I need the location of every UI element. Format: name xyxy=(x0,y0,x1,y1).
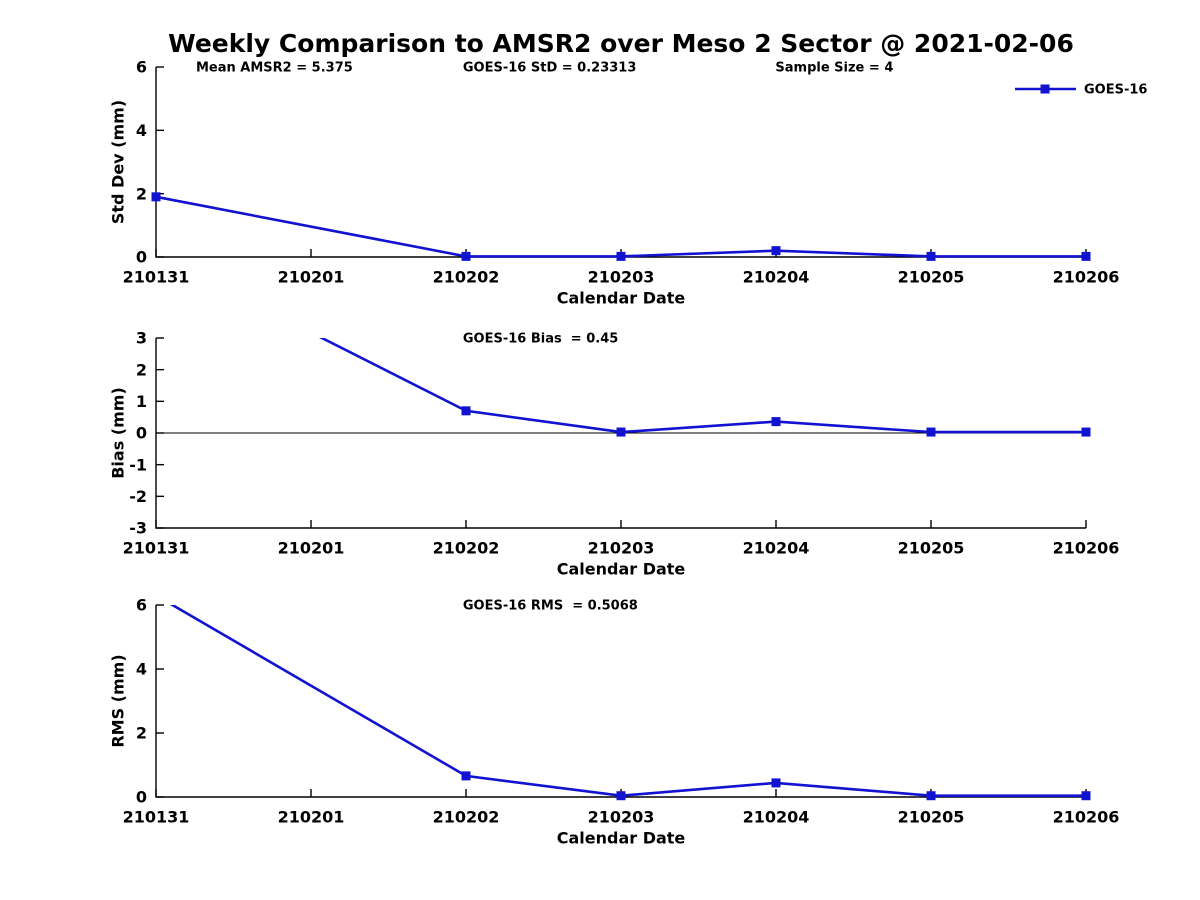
y-tick-label: -2 xyxy=(129,487,147,506)
data-marker xyxy=(461,771,471,781)
data-marker xyxy=(461,406,471,416)
page-title: Weekly Comparison to AMSR2 over Meso 2 S… xyxy=(168,29,1074,58)
x-tick-label: 210202 xyxy=(433,268,500,287)
data-marker xyxy=(616,251,626,261)
data-marker xyxy=(771,417,781,427)
x-tick-label: 210204 xyxy=(743,808,810,827)
x-tick-label: 210205 xyxy=(898,808,965,827)
x-tick-label: 210131 xyxy=(123,268,190,287)
annotation: GOES-16 StD = 0.23313 xyxy=(463,61,637,76)
x-tick-label: 210205 xyxy=(898,268,965,287)
axis-border xyxy=(155,605,1086,798)
x-tick-label: 210201 xyxy=(278,808,345,827)
x-tick-label: 210131 xyxy=(123,539,190,558)
data-marker xyxy=(616,427,626,437)
data-line xyxy=(169,605,1086,798)
annotation: GOES-16 RMS = 0.5068 xyxy=(463,599,638,614)
data-marker xyxy=(616,791,626,801)
y-tick-label: 0 xyxy=(136,248,147,267)
y-tick-label: 3 xyxy=(136,329,147,348)
annotation: Mean AMSR2 = 5.375 xyxy=(196,61,353,76)
data-marker xyxy=(771,246,781,256)
x-tick-label: 210204 xyxy=(743,268,810,287)
y-axis-title: RMS (mm) xyxy=(109,654,128,747)
x-axis-title: Calendar Date xyxy=(557,829,686,848)
x-tick-label: 210203 xyxy=(588,539,655,558)
x-tick-label: 210202 xyxy=(433,539,500,558)
data-marker xyxy=(1081,791,1091,801)
data-marker xyxy=(771,778,781,788)
annotation: GOES-16 Bias = 0.45 xyxy=(463,332,618,347)
axis-border xyxy=(155,67,1086,258)
data-marker xyxy=(926,251,936,261)
y-axis-title: Std Dev (mm) xyxy=(109,100,128,224)
data-marker xyxy=(926,791,936,801)
x-axis-title: Calendar Date xyxy=(557,560,686,579)
x-tick-label: 210206 xyxy=(1053,539,1120,558)
x-tick-label: 210203 xyxy=(588,808,655,827)
y-tick-label: 4 xyxy=(136,121,147,140)
y-tick-label: -3 xyxy=(129,519,147,538)
data-marker xyxy=(1081,427,1091,437)
y-tick-label: 0 xyxy=(136,788,147,807)
y-tick-label: 2 xyxy=(136,184,147,203)
y-axis-title: Bias (mm) xyxy=(109,387,128,479)
x-tick-label: 210202 xyxy=(433,808,500,827)
legend-label: GOES-16 xyxy=(1084,83,1147,98)
x-tick-label: 210206 xyxy=(1053,268,1120,287)
y-tick-label: 1 xyxy=(136,392,147,411)
data-marker xyxy=(151,192,161,202)
data-marker xyxy=(926,427,936,437)
data-line xyxy=(155,195,1086,258)
x-tick-label: 210204 xyxy=(743,539,810,558)
y-tick-label: 6 xyxy=(136,58,147,77)
y-tick-label: 4 xyxy=(136,660,147,679)
rms-chart: 0 2 4 6 210131 210201 210202 210203 210204 210205… xyxy=(109,596,1120,848)
data-line xyxy=(319,338,1086,434)
x-tick-label: 210131 xyxy=(123,808,190,827)
x-tick-label: 210201 xyxy=(278,268,345,287)
data-marker xyxy=(1081,251,1091,261)
y-tick-label: 2 xyxy=(136,360,147,379)
x-tick-label: 210201 xyxy=(278,539,345,558)
data-marker xyxy=(461,251,471,261)
y-tick-label: 2 xyxy=(136,724,147,743)
y-tick-label: 6 xyxy=(136,596,147,615)
y-tick-label: -1 xyxy=(129,455,147,474)
annotation: Sample Size = 4 xyxy=(775,61,893,76)
x-tick-label: 210206 xyxy=(1053,808,1120,827)
x-tick-label: 210205 xyxy=(898,539,965,558)
y-tick-label: 0 xyxy=(136,424,147,443)
x-axis-title: Calendar Date xyxy=(557,289,686,308)
x-tick-label: 210203 xyxy=(588,268,655,287)
legend-marker xyxy=(1040,84,1050,94)
std-dev-chart: 0 2 4 6 210131 210201 210202 210203 210204 210205… xyxy=(109,58,1148,308)
